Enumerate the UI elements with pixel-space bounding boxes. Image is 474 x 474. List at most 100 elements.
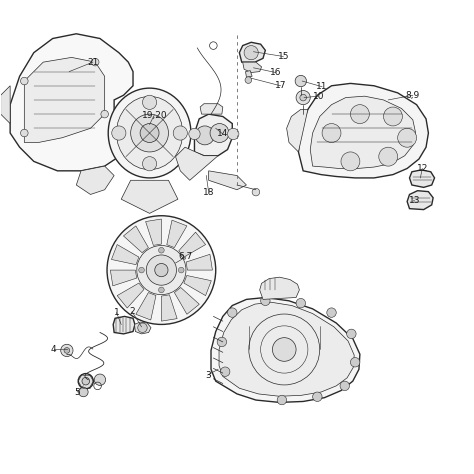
Circle shape: [244, 46, 258, 60]
Text: 11: 11: [316, 82, 328, 91]
Circle shape: [346, 329, 356, 338]
Circle shape: [112, 126, 126, 140]
Circle shape: [252, 188, 260, 196]
Circle shape: [178, 267, 184, 273]
Circle shape: [322, 124, 341, 143]
Circle shape: [143, 156, 156, 171]
Polygon shape: [287, 109, 308, 152]
Circle shape: [101, 110, 109, 118]
Polygon shape: [184, 275, 211, 296]
Polygon shape: [246, 71, 252, 77]
Polygon shape: [174, 287, 199, 314]
Polygon shape: [121, 180, 178, 213]
Circle shape: [107, 216, 216, 324]
Circle shape: [379, 147, 398, 166]
Polygon shape: [194, 114, 232, 156]
Circle shape: [155, 264, 168, 277]
Circle shape: [296, 299, 306, 308]
Circle shape: [273, 337, 296, 361]
Circle shape: [217, 337, 227, 346]
Circle shape: [158, 287, 164, 293]
Polygon shape: [136, 292, 156, 320]
Text: 8,9: 8,9: [406, 91, 420, 100]
Circle shape: [295, 75, 307, 87]
Text: 15: 15: [278, 52, 289, 61]
Circle shape: [143, 95, 156, 109]
Circle shape: [296, 91, 310, 105]
Circle shape: [91, 58, 99, 66]
Polygon shape: [211, 298, 360, 402]
Text: 3: 3: [205, 371, 210, 380]
Polygon shape: [161, 295, 177, 321]
Polygon shape: [123, 226, 148, 253]
Polygon shape: [0, 86, 10, 124]
Circle shape: [277, 395, 287, 405]
Polygon shape: [135, 322, 151, 334]
Polygon shape: [113, 317, 135, 334]
Polygon shape: [200, 104, 223, 114]
Polygon shape: [167, 220, 187, 247]
Polygon shape: [175, 147, 218, 180]
Circle shape: [173, 126, 187, 140]
Circle shape: [131, 114, 168, 152]
Polygon shape: [179, 232, 206, 257]
Circle shape: [300, 94, 307, 101]
Circle shape: [228, 128, 239, 140]
Text: 4: 4: [51, 345, 56, 354]
Polygon shape: [186, 255, 212, 270]
Polygon shape: [76, 166, 114, 194]
Polygon shape: [10, 34, 133, 171]
Text: 6,7: 6,7: [179, 252, 193, 261]
Circle shape: [327, 308, 336, 318]
Circle shape: [261, 296, 270, 306]
Circle shape: [350, 105, 369, 124]
Circle shape: [137, 246, 186, 295]
Circle shape: [189, 128, 200, 140]
Circle shape: [340, 381, 349, 391]
Polygon shape: [219, 302, 354, 396]
Polygon shape: [310, 96, 416, 168]
Circle shape: [64, 347, 70, 353]
Circle shape: [94, 374, 106, 385]
Text: 19,20: 19,20: [141, 110, 167, 119]
Circle shape: [61, 344, 73, 356]
Polygon shape: [110, 270, 137, 286]
Circle shape: [210, 124, 229, 143]
Polygon shape: [146, 219, 161, 246]
Polygon shape: [209, 171, 246, 190]
Text: 17: 17: [275, 81, 286, 90]
Polygon shape: [243, 62, 262, 73]
Polygon shape: [407, 191, 433, 210]
Text: 21: 21: [87, 58, 99, 67]
Text: 1: 1: [114, 308, 119, 317]
Text: 10: 10: [312, 91, 324, 100]
Polygon shape: [410, 170, 435, 187]
Circle shape: [313, 392, 322, 401]
Circle shape: [383, 107, 402, 126]
Ellipse shape: [108, 88, 191, 178]
Circle shape: [195, 126, 214, 145]
Text: 14: 14: [217, 129, 228, 138]
Circle shape: [350, 357, 360, 367]
Circle shape: [139, 267, 145, 273]
Circle shape: [79, 387, 88, 397]
Circle shape: [398, 128, 417, 147]
Polygon shape: [24, 57, 105, 143]
Circle shape: [146, 255, 176, 285]
Circle shape: [228, 308, 237, 318]
Polygon shape: [111, 245, 139, 264]
Polygon shape: [239, 42, 265, 62]
Text: 2: 2: [129, 307, 135, 316]
Circle shape: [20, 129, 28, 137]
Circle shape: [138, 323, 147, 332]
Circle shape: [82, 377, 90, 385]
Circle shape: [78, 374, 93, 389]
Text: 13: 13: [409, 196, 420, 205]
Circle shape: [158, 247, 164, 253]
Polygon shape: [299, 83, 428, 178]
Text: 5: 5: [74, 388, 80, 397]
Circle shape: [140, 124, 159, 143]
Circle shape: [341, 152, 360, 171]
Text: 12: 12: [417, 164, 428, 173]
Polygon shape: [117, 283, 144, 308]
